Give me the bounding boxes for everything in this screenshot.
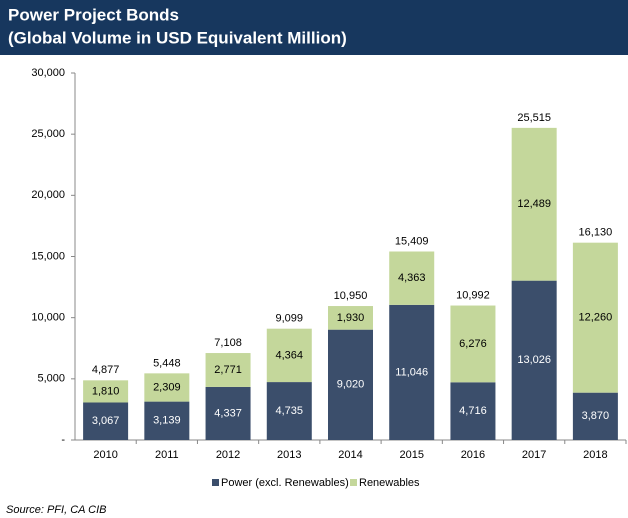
value-label: 6,276	[459, 338, 487, 350]
value-label: 13,026	[517, 354, 551, 366]
y-tick-label: 30,000	[31, 67, 65, 79]
legend-label: Power (excl. Renewables)	[221, 477, 349, 489]
x-tick-label: 2018	[583, 449, 607, 461]
source: Source: PFI, CA CIB	[6, 504, 106, 516]
value-label: 3,139	[153, 415, 181, 427]
x-tick-label: 2015	[399, 449, 423, 461]
total-label: 16,130	[579, 227, 613, 239]
value-label: 11,046	[395, 366, 428, 378]
value-label: 4,364	[276, 349, 304, 361]
bar-segment	[144, 401, 190, 440]
total-label: 10,950	[334, 290, 368, 302]
bar-segment	[144, 373, 190, 402]
bar-segment	[205, 386, 251, 440]
x-tick-label: 2010	[93, 449, 117, 461]
x-tick-label: 2013	[277, 449, 301, 461]
y-tick-label: 15,000	[31, 250, 65, 262]
value-label: 4,735	[276, 405, 304, 417]
bar-segment	[328, 329, 373, 440]
total-label: 25,515	[517, 112, 551, 124]
bar-segment	[511, 127, 557, 281]
bar-segment	[205, 353, 251, 387]
y-tick-label: 25,000	[31, 128, 65, 140]
chart-title: Power Project Bonds	[8, 5, 179, 24]
x-tick-label: 2012	[216, 449, 240, 461]
total-label: 9,099	[276, 313, 304, 325]
total-label: 15,409	[395, 235, 429, 247]
y-tick-label: -	[61, 434, 65, 446]
y-tick-label: 20,000	[31, 189, 65, 201]
legend-label: Renewables	[359, 477, 420, 489]
value-label: 12,489	[517, 198, 551, 210]
bar-segment	[511, 280, 557, 440]
value-label: 12,260	[579, 312, 613, 324]
x-tick-label: 2016	[461, 449, 485, 461]
bar-segment	[83, 380, 129, 403]
y-tick-label: 5,000	[37, 373, 65, 385]
bar-segment	[450, 382, 496, 440]
x-tick-label: 2017	[522, 449, 546, 461]
value-label: 3,067	[92, 415, 120, 427]
bar-segment	[389, 251, 435, 305]
bar-segment	[389, 304, 435, 440]
bar-segment	[83, 402, 129, 440]
bar-segment	[266, 328, 312, 383]
value-label: 4,337	[214, 407, 242, 419]
bar-segment	[450, 305, 496, 383]
bar-segment	[572, 392, 618, 440]
total-label: 5,448	[153, 357, 181, 369]
legend-swatch	[350, 479, 357, 486]
bar-segment	[266, 382, 312, 440]
value-label: 4,363	[398, 272, 426, 284]
total-label: 10,992	[456, 289, 490, 301]
y-tick-label: 10,000	[31, 312, 65, 324]
total-label: 4,877	[92, 364, 120, 376]
value-label: 2,309	[153, 381, 181, 393]
x-tick-label: 2011	[155, 449, 179, 461]
title-bar	[0, 0, 628, 55]
value-label: 4,716	[459, 405, 487, 417]
x-tick-label: 2014	[338, 449, 362, 461]
value-label: 1,810	[92, 385, 120, 397]
total-label: 7,108	[214, 337, 242, 349]
chart-subtitle: (Global Volume in USD Equivalent Million…	[8, 28, 347, 47]
value-label: 1,930	[337, 312, 365, 324]
value-label: 2,771	[214, 364, 242, 376]
value-label: 3,870	[582, 410, 610, 422]
value-label: 9,020	[337, 379, 365, 391]
legend-swatch	[212, 479, 219, 486]
bar-segment	[328, 306, 373, 330]
bar-segment	[572, 242, 618, 393]
